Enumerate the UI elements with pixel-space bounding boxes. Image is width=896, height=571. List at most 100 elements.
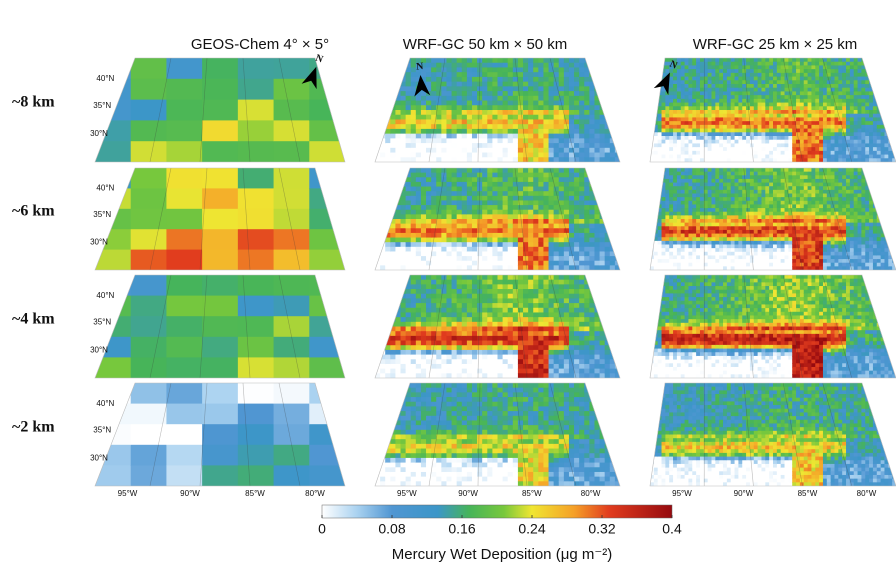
map-cell xyxy=(610,388,616,393)
map-cell xyxy=(589,261,595,266)
map-cell xyxy=(518,289,524,294)
map-cell xyxy=(492,119,498,124)
map-cell xyxy=(523,63,529,68)
map-cell xyxy=(528,251,534,256)
map-cell xyxy=(395,72,401,77)
map-cell xyxy=(554,205,560,210)
map-cell xyxy=(523,115,529,120)
map-cell xyxy=(487,444,493,449)
map-cell xyxy=(380,115,386,120)
map-cell xyxy=(436,477,442,482)
map-cell xyxy=(584,289,590,294)
map-cell xyxy=(610,322,616,327)
map-cell xyxy=(457,101,463,106)
map-cell xyxy=(538,228,544,233)
map-cell xyxy=(600,63,606,68)
map-cell xyxy=(712,140,716,144)
map-cell xyxy=(421,72,427,77)
map-cell xyxy=(421,425,427,430)
map-cell xyxy=(538,449,544,454)
map-cell xyxy=(554,355,560,360)
map-cell xyxy=(692,136,696,140)
map-cell xyxy=(421,224,427,229)
map-cell xyxy=(416,177,422,182)
map-cell xyxy=(416,148,422,153)
map-cell xyxy=(380,228,386,233)
map-cell xyxy=(708,140,712,144)
map-cell xyxy=(380,148,386,153)
map-cell xyxy=(472,247,478,252)
map-cell xyxy=(615,284,621,289)
map-cell xyxy=(492,477,498,482)
map-cell xyxy=(559,298,565,303)
map-cell xyxy=(457,77,463,82)
map-cell xyxy=(508,463,514,468)
map-cell xyxy=(523,105,529,110)
map-cell xyxy=(498,453,504,458)
map-cell xyxy=(579,115,585,120)
map-cell xyxy=(543,256,549,261)
map-cell xyxy=(523,312,529,317)
map-cell xyxy=(452,261,458,266)
map-cell xyxy=(610,72,616,77)
map-cell xyxy=(462,303,468,308)
map-cell xyxy=(492,364,498,369)
map-cell xyxy=(589,101,595,106)
map-cell xyxy=(554,472,560,477)
map-cell xyxy=(549,219,555,224)
map-cell xyxy=(457,336,463,341)
map-cell xyxy=(482,200,488,205)
map-cell xyxy=(487,359,493,364)
map-cell xyxy=(579,477,585,482)
map-cell xyxy=(688,147,692,151)
map-cell xyxy=(457,477,463,482)
map-cell xyxy=(605,392,611,397)
map-cell xyxy=(431,458,437,463)
map-cell xyxy=(431,383,437,388)
map-cell xyxy=(436,317,442,322)
map-cell xyxy=(523,228,529,233)
map-cell xyxy=(467,472,473,477)
map-cell xyxy=(452,397,458,402)
map-cell xyxy=(498,91,504,96)
map-cell xyxy=(380,416,386,421)
map-cell xyxy=(549,228,555,233)
map-cell xyxy=(446,453,452,458)
map-cell xyxy=(375,168,381,173)
map-cell xyxy=(380,261,386,266)
map-cell xyxy=(669,121,673,125)
map-cell xyxy=(446,173,452,178)
map-cell xyxy=(615,196,621,201)
map-cell xyxy=(436,355,442,360)
map-cell xyxy=(498,289,504,294)
map-cell xyxy=(446,187,452,192)
map-cell xyxy=(584,406,590,411)
map-cell xyxy=(669,125,673,129)
map-cell xyxy=(492,261,498,266)
map-cell xyxy=(487,261,493,266)
map-cell xyxy=(274,357,310,378)
map-cell xyxy=(533,406,539,411)
map-cell xyxy=(375,238,381,243)
map-cell xyxy=(528,119,534,124)
map-cell xyxy=(498,224,504,229)
map-cell xyxy=(238,337,274,358)
map-cell xyxy=(559,294,565,299)
map-cell xyxy=(508,187,514,192)
map-cell xyxy=(528,336,534,341)
map-cell xyxy=(594,327,600,332)
map-cell xyxy=(610,173,616,178)
map-cell xyxy=(605,402,611,407)
map-cell xyxy=(421,196,427,201)
map-cell xyxy=(503,289,509,294)
map-cell xyxy=(533,182,539,187)
map-cell xyxy=(564,322,570,327)
map-cell xyxy=(503,182,509,187)
map-cell xyxy=(528,242,534,247)
map-cell xyxy=(615,124,621,129)
map-cell xyxy=(131,141,167,162)
map-cell xyxy=(579,177,585,182)
map-cell xyxy=(677,91,681,95)
map-cell xyxy=(380,280,386,285)
map-cell xyxy=(518,331,524,336)
